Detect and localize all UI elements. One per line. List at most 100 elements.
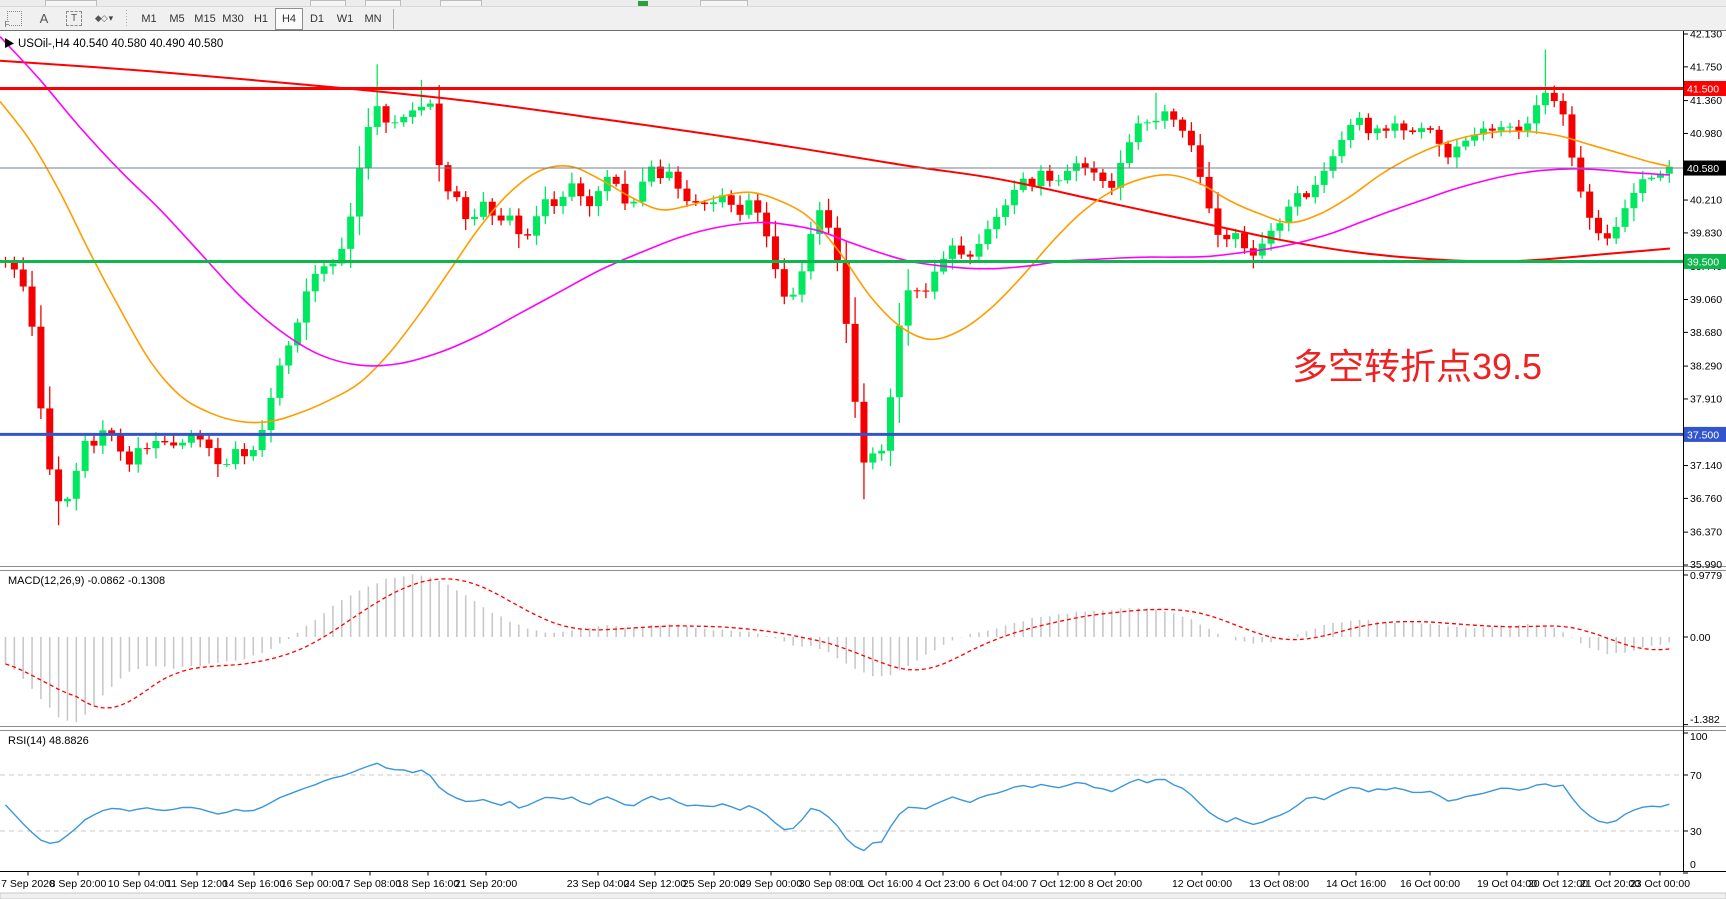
candle bbox=[586, 189, 594, 217]
timeframe-button-m15[interactable]: M15 bbox=[194, 12, 216, 25]
candle bbox=[763, 202, 771, 248]
timeframe-button-m5[interactable]: M5 bbox=[169, 12, 185, 25]
candle bbox=[55, 456, 63, 526]
price-tick-label: 40.980 bbox=[1690, 128, 1722, 140]
rsi-label: RSI(14) 48.8826 bbox=[8, 735, 89, 747]
candle bbox=[1656, 170, 1664, 182]
date-label: 10 Sep 04:00 bbox=[108, 878, 171, 890]
date-label: 8 Sep 20:00 bbox=[50, 878, 107, 890]
candle bbox=[161, 435, 169, 446]
candle bbox=[869, 447, 877, 470]
date-label: 19 Oct 04:00 bbox=[1477, 878, 1537, 890]
candle bbox=[1541, 49, 1549, 115]
candle bbox=[674, 166, 682, 199]
shapes-tool-icon[interactable]: ◆◇ ▾ bbox=[94, 13, 114, 23]
candle bbox=[240, 443, 248, 465]
candle bbox=[798, 262, 806, 303]
rsi-axis-label: 30 bbox=[1690, 826, 1702, 838]
svg-text:40.580: 40.580 bbox=[1687, 163, 1719, 175]
candle bbox=[72, 462, 80, 511]
date-label: 14 Sep 16:00 bbox=[223, 878, 286, 890]
candle bbox=[249, 445, 257, 461]
candle bbox=[524, 228, 532, 240]
date-label: 25 Sep 20:00 bbox=[683, 878, 746, 890]
candle bbox=[373, 64, 381, 136]
candle bbox=[745, 193, 753, 219]
candle bbox=[1294, 185, 1302, 216]
candle bbox=[1241, 225, 1248, 254]
timeframe-button-m30[interactable]: M30 bbox=[222, 12, 244, 25]
candle bbox=[471, 208, 479, 226]
candle bbox=[1179, 117, 1187, 138]
candle bbox=[913, 287, 921, 299]
rsi-axis-label: 70 bbox=[1690, 770, 1702, 782]
candle bbox=[1134, 115, 1142, 150]
candle bbox=[1665, 160, 1673, 183]
candle bbox=[1010, 180, 1018, 215]
candle bbox=[1426, 125, 1434, 134]
candle bbox=[1232, 228, 1240, 248]
svg-text:37.500: 37.500 bbox=[1687, 429, 1719, 441]
date-label: 12 Oct 00:00 bbox=[1172, 878, 1232, 890]
candle bbox=[1276, 218, 1284, 240]
timeframe-button-w1[interactable]: W1 bbox=[336, 12, 354, 25]
candle bbox=[497, 207, 505, 226]
candle bbox=[683, 180, 691, 207]
candle bbox=[1612, 216, 1620, 244]
candle bbox=[152, 432, 160, 459]
timeframe-button-h4[interactable]: H4 bbox=[275, 7, 303, 30]
price-tick-label: 42.130 bbox=[1690, 29, 1722, 41]
candle bbox=[807, 221, 815, 280]
candle bbox=[258, 420, 266, 457]
price-tick-label: 36.760 bbox=[1690, 493, 1722, 505]
ma-magenta bbox=[0, 36, 1671, 367]
candle bbox=[1533, 95, 1541, 134]
candle bbox=[1037, 165, 1045, 196]
price-tick-label: 40.210 bbox=[1690, 195, 1722, 207]
text-label-tool-icon[interactable]: A bbox=[39, 11, 49, 26]
cutoff-green-button bbox=[638, 1, 648, 6]
text-box-tool-icon[interactable]: T bbox=[64, 10, 84, 28]
candle bbox=[771, 220, 779, 279]
timeframe-button-m1[interactable]: M1 bbox=[141, 12, 157, 25]
candle bbox=[754, 192, 762, 222]
candle bbox=[179, 439, 186, 450]
svg-text:39.500: 39.500 bbox=[1687, 256, 1719, 268]
rsi-line bbox=[4, 762, 1670, 852]
candle bbox=[1152, 92, 1160, 130]
upper-toolbar-cutoff bbox=[0, 0, 1726, 7]
date-label: 16 Oct 00:00 bbox=[1400, 878, 1460, 890]
candle bbox=[789, 287, 797, 301]
candle bbox=[825, 198, 833, 234]
candle bbox=[1329, 149, 1337, 179]
candle bbox=[1285, 199, 1293, 232]
date-label: 11 Sep 12:00 bbox=[166, 878, 228, 890]
price-tick-label: 41.750 bbox=[1690, 61, 1722, 73]
candle bbox=[1488, 124, 1496, 139]
candle bbox=[1311, 175, 1319, 204]
candle bbox=[718, 188, 726, 208]
candle bbox=[1586, 184, 1594, 230]
candle bbox=[1479, 121, 1487, 141]
rsi-axis-label: 0 bbox=[1690, 859, 1696, 871]
timeframe-button-mn[interactable]: MN bbox=[364, 12, 382, 25]
candle bbox=[904, 269, 912, 346]
timeframe-button-h1[interactable]: H1 bbox=[253, 12, 269, 25]
candle bbox=[736, 195, 744, 222]
candle bbox=[232, 441, 240, 470]
candle bbox=[577, 177, 585, 206]
timeframe-button-d1[interactable]: D1 bbox=[309, 12, 325, 25]
toolbar-drag-handle[interactable] bbox=[124, 9, 129, 28]
candle bbox=[1444, 140, 1452, 165]
price-tick-label: 39.060 bbox=[1690, 294, 1722, 306]
candle bbox=[382, 103, 390, 133]
price-tick-label: 41.360 bbox=[1690, 95, 1722, 107]
pivot-annotation-text[interactable]: 多空转折点39.5 bbox=[1292, 346, 1542, 387]
candle bbox=[851, 297, 859, 418]
candle bbox=[1630, 183, 1638, 222]
frame-tool-icon[interactable]: F bbox=[4, 10, 24, 29]
candle bbox=[1435, 126, 1443, 157]
candle bbox=[19, 257, 27, 292]
